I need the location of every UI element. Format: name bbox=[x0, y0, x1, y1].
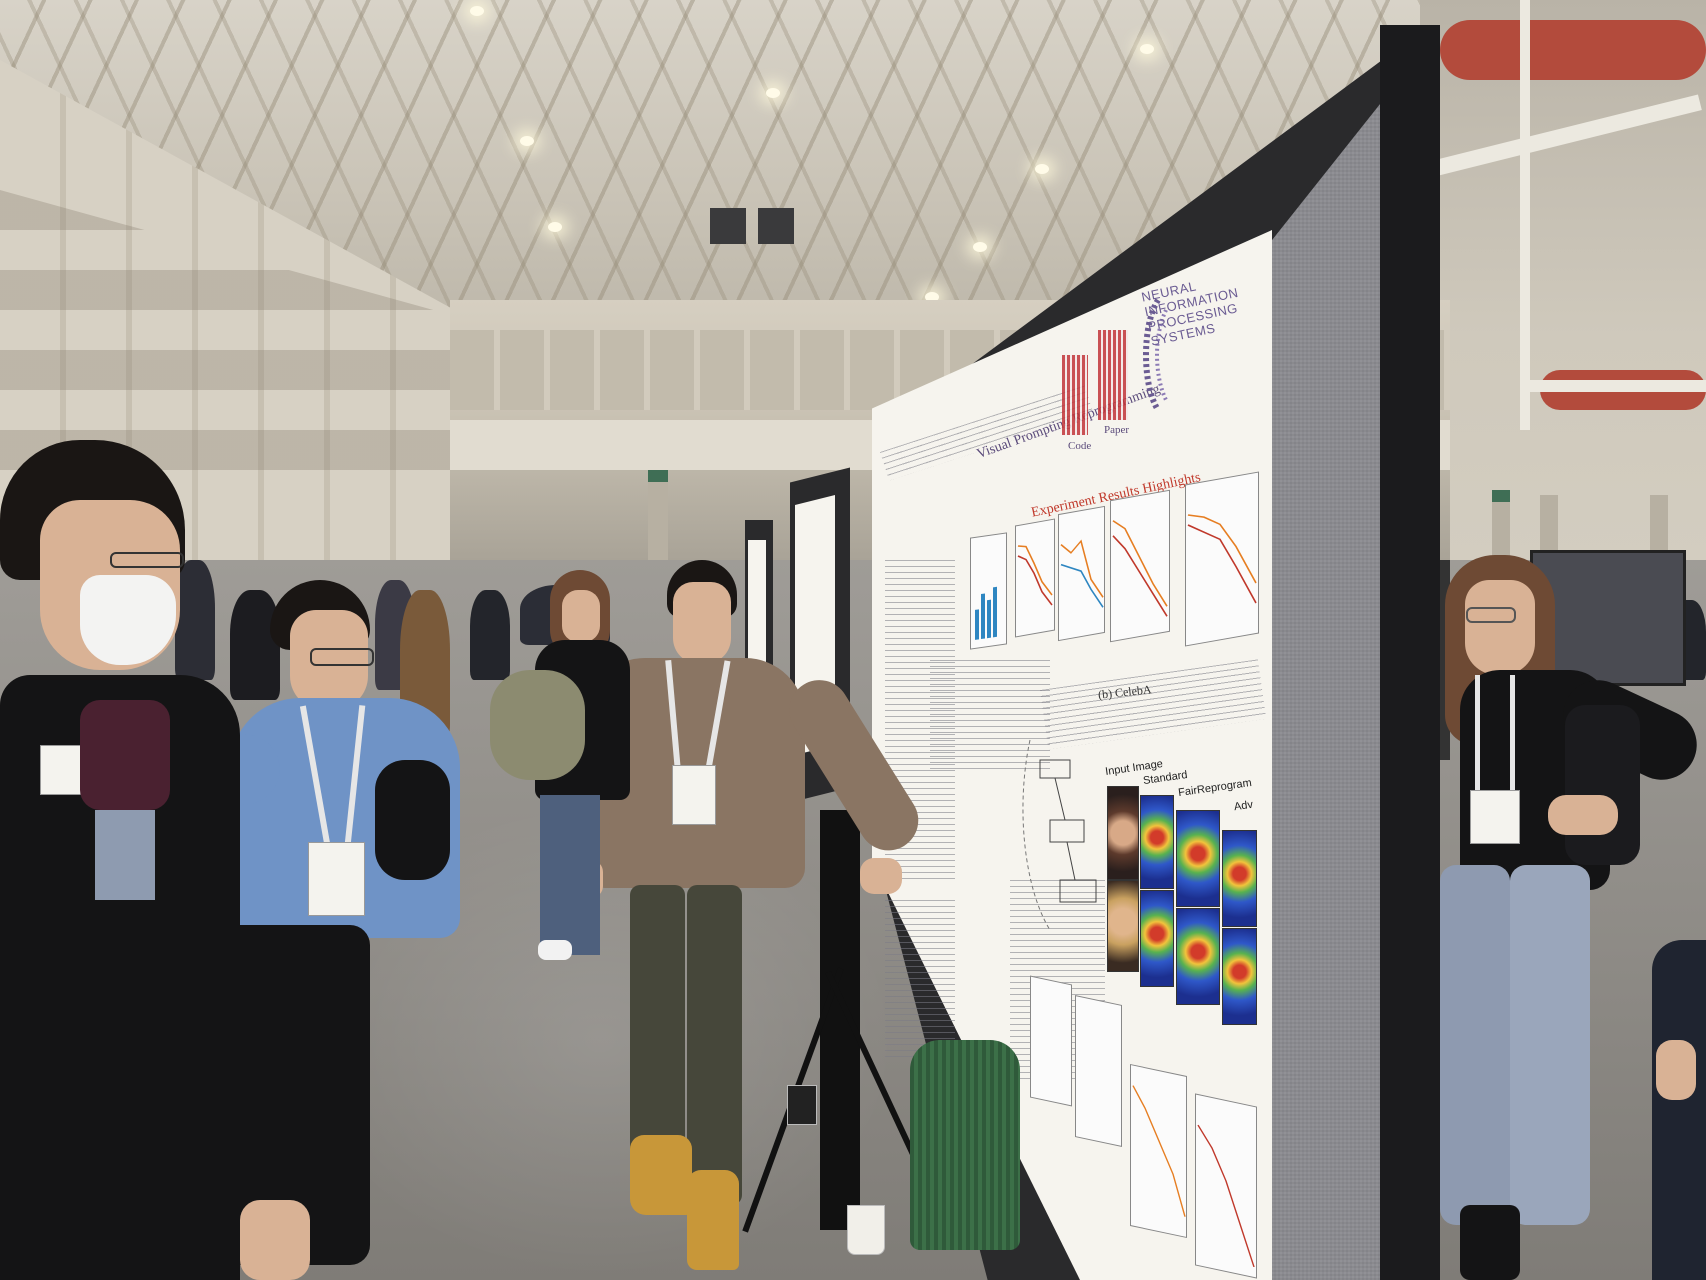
plot-lines-icon bbox=[1060, 539, 1104, 608]
plot-lines-icon bbox=[1132, 1085, 1186, 1217]
column-band bbox=[1492, 490, 1510, 502]
ceiling-light bbox=[925, 292, 939, 302]
plot-lines-icon bbox=[1187, 514, 1257, 604]
input-face-image bbox=[1107, 880, 1139, 972]
wall-speaker bbox=[758, 208, 794, 244]
right-hall-wall bbox=[1420, 0, 1706, 560]
attendee-badge bbox=[1470, 790, 1520, 844]
result-line-plot bbox=[1195, 1093, 1257, 1279]
input-face-image bbox=[1107, 786, 1139, 880]
attendee-right-edge bbox=[1652, 940, 1706, 1280]
attendee-woman-bg bbox=[490, 570, 630, 970]
saliency-heatmap bbox=[1140, 890, 1174, 987]
saliency-heatmap bbox=[1222, 830, 1257, 927]
face-mask bbox=[80, 575, 176, 665]
distant-attendee bbox=[470, 590, 510, 680]
saliency-heatmap bbox=[1176, 810, 1220, 907]
distant-attendee bbox=[230, 590, 280, 700]
saliency-heatmap bbox=[1176, 908, 1220, 1005]
saliency-heatmap bbox=[1140, 795, 1174, 889]
poster-text-block bbox=[930, 660, 1050, 770]
board-post bbox=[1380, 25, 1440, 1280]
attendee-badge bbox=[308, 842, 365, 916]
steel-girder bbox=[1520, 0, 1530, 430]
ceiling-light bbox=[766, 88, 780, 98]
result-line-plot bbox=[1110, 489, 1170, 643]
glasses-icon bbox=[1466, 607, 1516, 623]
coffee-cup bbox=[787, 1085, 817, 1125]
paper-qr-code bbox=[1098, 330, 1128, 420]
saliency-heatmap bbox=[1222, 928, 1257, 1025]
result-line-plot bbox=[1030, 975, 1072, 1107]
steel-girder bbox=[1525, 380, 1706, 392]
ceiling-light bbox=[1035, 164, 1049, 174]
result-line-plot bbox=[1015, 518, 1055, 638]
glasses-icon bbox=[110, 552, 184, 568]
green-jacket-on-floor bbox=[910, 1040, 1020, 1250]
qr-label-code: Code bbox=[1068, 440, 1092, 452]
result-line-plot bbox=[1058, 505, 1105, 642]
ceiling-light bbox=[470, 6, 484, 16]
ceiling-light bbox=[548, 222, 562, 232]
attendee-maroon bbox=[80, 700, 170, 900]
poster-text-block bbox=[885, 900, 955, 1060]
code-qr-code bbox=[1062, 355, 1088, 435]
result-line-plot bbox=[1075, 995, 1122, 1147]
paper-cup bbox=[847, 1205, 885, 1255]
ceiling-light bbox=[973, 242, 987, 252]
ceiling-light bbox=[520, 136, 534, 146]
glasses-icon bbox=[310, 648, 374, 666]
ceiling-light bbox=[1140, 44, 1154, 54]
plot-lines-icon bbox=[1112, 520, 1168, 617]
backpack bbox=[1565, 705, 1640, 865]
neurips-logo-icon bbox=[1143, 298, 1168, 412]
hall-column bbox=[648, 470, 668, 580]
result-line-plot bbox=[1130, 1063, 1187, 1239]
red-duct bbox=[1440, 20, 1706, 80]
bar-figure bbox=[970, 532, 1007, 650]
wall-speaker bbox=[710, 208, 746, 244]
held-jacket bbox=[490, 670, 585, 780]
column-band bbox=[648, 470, 668, 482]
plot-lines-icon bbox=[1017, 545, 1053, 606]
plot-lines-icon bbox=[1197, 1124, 1255, 1268]
attendee-long-hair bbox=[1430, 555, 1706, 1280]
distant-attendee bbox=[175, 560, 215, 680]
result-line-plot bbox=[1185, 471, 1259, 647]
qr-label-paper: Paper bbox=[1104, 424, 1130, 436]
method-diagram-icon bbox=[1022, 739, 1097, 931]
presenter-badge bbox=[672, 765, 716, 825]
